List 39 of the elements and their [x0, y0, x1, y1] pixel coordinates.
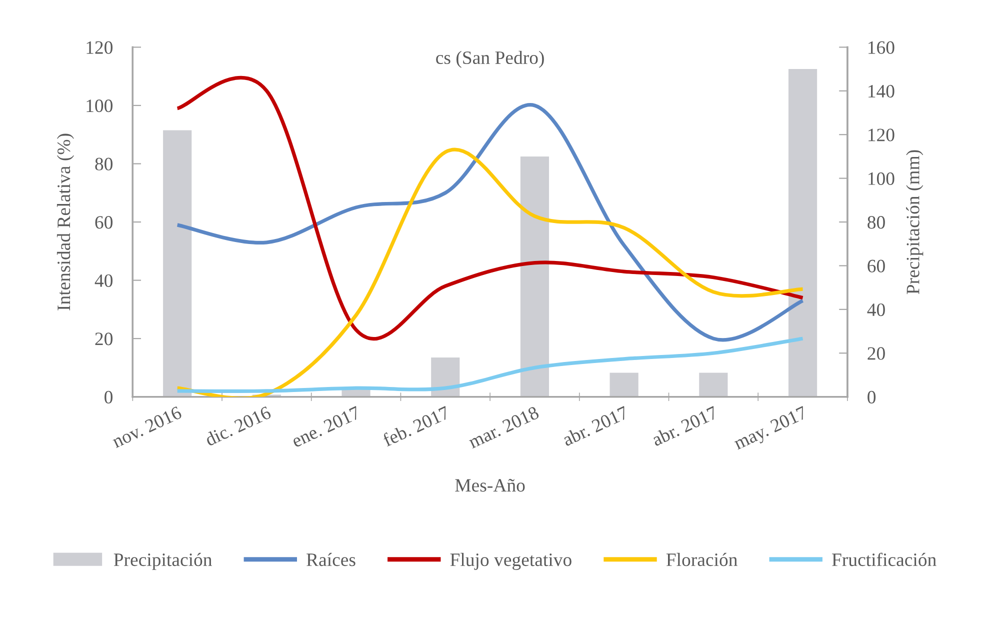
legend-label: Floración — [666, 552, 738, 566]
line-series — [176, 336, 805, 394]
x-tick-label: ene. 2017 — [290, 406, 362, 448]
legend-label: Fructificación — [832, 552, 936, 566]
y2-tick-label: 80 — [868, 216, 885, 229]
x-tick-label: abr. 2017 — [561, 405, 630, 446]
y2-tick-label: 0 — [868, 390, 876, 404]
bar — [610, 372, 638, 397]
bar — [520, 156, 550, 397]
y2-tick-label: 160 — [868, 41, 894, 54]
y-tick-label: 60 — [95, 216, 112, 229]
x-axis-title: Mes-Año — [455, 478, 525, 492]
y2-tick-label: 140 — [868, 84, 894, 98]
y-tick-label: 80 — [95, 158, 112, 170]
legend-label: Flujo vegetativo — [450, 552, 572, 570]
y2-tick-label: 100 — [868, 172, 894, 185]
y2-tick-label: 120 — [868, 128, 894, 142]
y-tick-label: 0 — [104, 390, 112, 404]
x-tick-label: abr. 2017 — [650, 405, 719, 446]
x-tick-label: feb. 2017 — [382, 405, 450, 447]
bar — [163, 130, 192, 397]
x-tick-label: dic. 2016 — [204, 405, 272, 446]
y2-tick-label: 60 — [868, 260, 885, 272]
x-tick-label: may. 2017 — [732, 406, 810, 454]
bar — [699, 372, 728, 397]
y2-tick-label: 20 — [868, 347, 885, 360]
y-tick-label: 20 — [95, 332, 112, 346]
legend-label: Raíces — [306, 552, 356, 566]
y-axis-title: Intensidad Relativa (%) — [56, 134, 74, 310]
chart-title: cs (San Pedro) — [436, 50, 544, 68]
y2-axis-title: Precipitación (mm) — [906, 150, 924, 294]
y-tick-label: 40 — [94, 274, 112, 287]
y2-tick-label: 40 — [867, 303, 885, 316]
bar — [788, 69, 818, 397]
y-tick-label: 100 — [86, 100, 112, 112]
y-tick-label: 120 — [86, 41, 112, 54]
x-tick-label: nov. 2016 — [111, 406, 182, 448]
x-tick-label: mar. 2018 — [467, 406, 540, 449]
legend-label: Precipitación — [114, 552, 212, 570]
